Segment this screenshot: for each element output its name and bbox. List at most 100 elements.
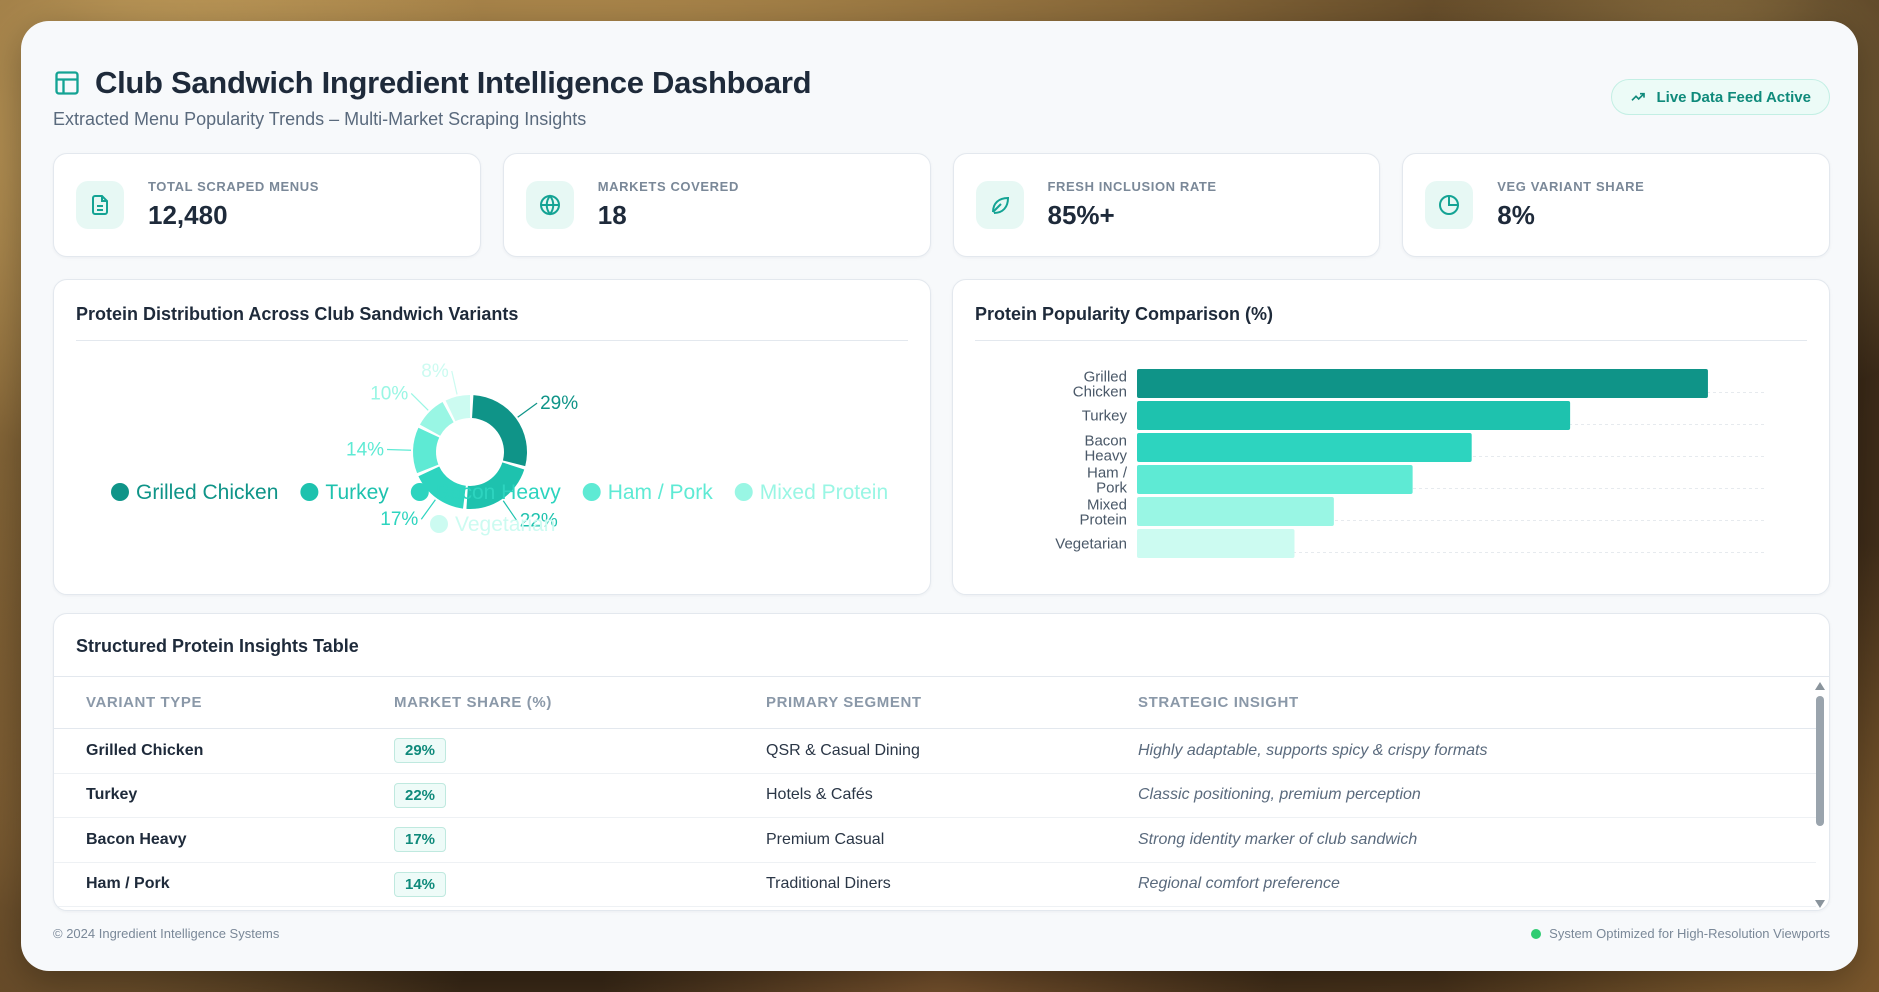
column-header[interactable]: MARKET SHARE (%) — [394, 694, 552, 711]
legend-swatch — [410, 483, 429, 501]
donut-data-label: 10% — [370, 383, 408, 404]
donut-slice-ham-pork[interactable] — [412, 427, 440, 474]
bar-vegetarian[interactable] — [1137, 529, 1295, 558]
kpi-card-fresh-inclusion: FRESH INCLUSION RATE 85%+ — [952, 153, 1381, 257]
bar-grilled-chicken[interactable] — [1137, 369, 1708, 398]
variant-cell: Ham / Pork — [86, 875, 170, 893]
insight-cell: Strong identity marker of club sandwich — [1138, 830, 1418, 848]
table-scrollbar[interactable] — [1813, 682, 1827, 908]
variant-cell: Turkey — [86, 786, 138, 804]
insight-cell: Classic positioning, premium perception — [1138, 786, 1421, 804]
legend-label[interactable]: Grilled Chicken — [136, 481, 278, 504]
footer-status: System Optimized for High-Resolution Vie… — [1531, 926, 1830, 941]
pie-icon — [1425, 181, 1474, 229]
kpi-label: MARKETS COVERED — [597, 179, 739, 194]
donut-chart-title: Protein Distribution Across Club Sandwic… — [76, 304, 519, 324]
donut-data-label: 8% — [421, 361, 449, 382]
scroll-down-arrow-icon[interactable] — [1815, 900, 1825, 908]
divider — [54, 676, 1829, 677]
trending-up-icon — [1631, 92, 1646, 101]
kpi-card-veg-share: VEG VARIANT SHARE 8% — [1402, 153, 1830, 257]
divider — [975, 340, 1807, 341]
status-dot-icon — [1531, 928, 1542, 939]
bar-category-label: Mixed Protein — [1079, 497, 1127, 529]
donut-leader-line — [502, 500, 518, 521]
donut-slice-vegetarian[interactable] — [445, 395, 470, 422]
kpi-card-total-menus: TOTAL SCRAPED MENUS 12,480 — [53, 153, 481, 257]
donut-chart: 29% 22% 17% 14% 10% 8% Grilled Chicken Turkey Ba… — [111, 361, 888, 536]
segment-cell: Premium Casual — [766, 830, 885, 848]
share-badge: 14% — [394, 871, 447, 897]
divider — [76, 340, 908, 341]
donut-data-label: 29% — [540, 393, 578, 414]
insights-table: VARIANT TYPE MARKET SHARE (%) PRIMARY SE… — [54, 677, 1816, 907]
share-badge: 17% — [394, 827, 447, 853]
legend-swatch — [734, 483, 753, 501]
kpi-value: 8% — [1497, 200, 1535, 230]
live-badge-label: Live Data Feed Active — [1656, 88, 1811, 106]
donut-leader-line — [387, 448, 412, 451]
legend-label[interactable]: Vegetarian — [455, 513, 555, 536]
column-header[interactable]: PRIMARY SEGMENT — [766, 694, 922, 711]
table-row[interactable]: Ham / Pork 14% Traditional Diners Region… — [54, 863, 1816, 907]
bar-category-label: Bacon Heavy — [1084, 433, 1127, 465]
donut-leader-line — [451, 370, 458, 395]
leaf-icon — [975, 181, 1024, 229]
legend-swatch — [582, 483, 601, 501]
kpi-value: 12,480 — [148, 200, 228, 230]
scroll-up-arrow-icon[interactable] — [1815, 682, 1825, 690]
segment-cell: QSR & Casual Dining — [766, 741, 920, 759]
layout-icon — [55, 71, 79, 95]
segment-cell: Hotels & Cafés — [766, 786, 873, 804]
legend-label[interactable]: Bacon Heavy — [436, 481, 561, 504]
bar-mixed-protein[interactable] — [1137, 497, 1334, 526]
legend-label[interactable]: Mixed Protein — [760, 481, 888, 504]
bar-bacon-heavy[interactable] — [1137, 433, 1472, 462]
insight-cell: Highly adaptable, supports spicy & crisp… — [1138, 741, 1488, 759]
variant-cell: Bacon Heavy — [86, 830, 187, 848]
insight-cell: Regional comfort preference — [1138, 875, 1340, 893]
kpi-label: VEG VARIANT SHARE — [1497, 179, 1645, 194]
page-title: Club Sandwich Ingredient Intelligence Da… — [95, 65, 812, 100]
kpi-value: 85%+ — [1047, 200, 1115, 230]
table-row[interactable]: Turkey 22% Hotels & Cafés Classic positi… — [54, 774, 1816, 818]
donut-slice-turkey[interactable] — [466, 462, 525, 509]
table-title: Structured Protein Insights Table — [76, 636, 359, 656]
donut-chart-card: Protein Distribution Across Club Sandwic… — [53, 279, 931, 595]
share-badge: 29% — [394, 738, 447, 764]
share-badge: 22% — [394, 782, 447, 808]
legend-label[interactable]: Ham / Pork — [608, 481, 714, 504]
table-row[interactable]: Bacon Heavy 17% Premium Casual Strong id… — [54, 818, 1816, 863]
page-subtitle: Extracted Menu Popularity Trends – Multi… — [53, 109, 587, 129]
variant-cell: Grilled Chicken — [86, 741, 204, 759]
bar-ham-pork[interactable] — [1137, 465, 1413, 494]
donut-data-label: 22% — [520, 511, 558, 532]
legend-label[interactable]: Turkey — [325, 481, 389, 504]
kpi-label: TOTAL SCRAPED MENUS — [148, 179, 320, 194]
donut-slice-bacon-heavy[interactable] — [418, 466, 466, 509]
header: Club Sandwich Ingredient Intelligence Da… — [53, 65, 812, 101]
legend-swatch — [430, 515, 448, 533]
segment-cell: Traditional Diners — [766, 875, 891, 893]
scroll-thumb[interactable] — [1816, 696, 1824, 826]
column-header[interactable]: VARIANT TYPE — [86, 694, 203, 711]
live-data-badge[interactable]: Live Data Feed Active — [1611, 79, 1830, 115]
donut-slice-grilled-chicken[interactable] — [472, 395, 527, 467]
column-header[interactable]: STRATEGIC INSIGHT — [1138, 694, 1299, 711]
table-row[interactable]: Grilled Chicken 29% QSR & Casual Dining … — [54, 729, 1816, 774]
bar-turkey[interactable] — [1137, 401, 1571, 430]
donut-leader-line — [410, 392, 429, 411]
donut-leader-line — [420, 499, 436, 520]
kpi-value: 18 — [597, 200, 627, 230]
insights-table-card: Structured Protein Insights Table VARIAN… — [53, 613, 1830, 911]
document-icon — [76, 181, 124, 229]
donut-data-label: 17% — [380, 509, 418, 530]
donut-leader-line — [517, 402, 538, 418]
bar-category-label: Turkey — [1082, 408, 1128, 425]
footer-copyright: © 2024 Ingredient Intelligence Systems — [53, 926, 280, 941]
bar-category-label: Ham / Pork — [1087, 465, 1128, 497]
donut-slice-mixed-protein[interactable] — [419, 402, 454, 436]
bar-category-label: Grilled Chicken — [1073, 369, 1127, 401]
donut-data-label: 14% — [346, 440, 384, 461]
